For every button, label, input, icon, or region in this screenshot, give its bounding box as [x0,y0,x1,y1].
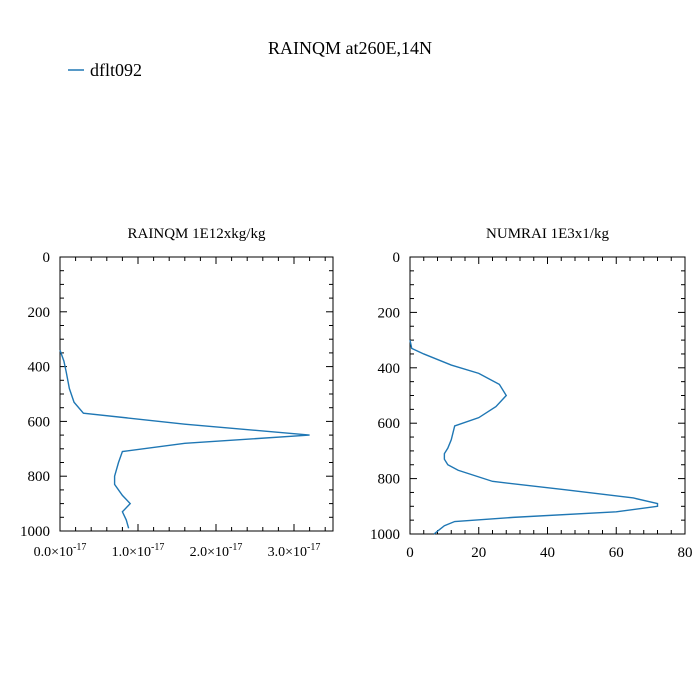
x-tick-exponent: -17 [73,542,86,553]
figure-title: RAINQM at260E,14N [268,38,432,58]
plot-frame [409,256,686,535]
series-line [409,339,659,535]
x-tick-exponent: -17 [151,542,164,553]
x-tick-label: 40 [540,545,555,561]
x-tick-exponent: -17 [307,542,320,553]
x-tick-label: 2.0×10-17 [190,542,243,560]
x-tick-mantissa: 1.0×10 [112,545,151,560]
y-tick-label: 400 [378,361,401,377]
y-tick-label: 200 [28,305,51,321]
legend-label: dflt092 [90,60,142,80]
y-tick-label: 600 [378,416,401,432]
y-tick-label: 200 [378,305,401,321]
x-tick-label: 3.0×10-17 [268,542,321,560]
panel-title: NUMRAI 1E3x1/kg [486,226,609,242]
y-tick-label: 400 [28,360,51,376]
x-tick-exponent: -17 [229,542,242,553]
x-tick-label: 1.0×10-17 [112,542,165,560]
x-tick-label: 60 [609,545,624,561]
x-tick-mantissa: 3.0×10 [268,545,307,560]
y-tick-label: 1000 [370,527,400,543]
x-tick-mantissa: 2.0×10 [190,545,229,560]
plot-frame [59,256,334,532]
panel-title: RAINQM 1E12xkg/kg [128,226,266,242]
x-tick-label: 20 [471,545,486,561]
y-tick-label: 0 [43,250,51,266]
x-tick-label: 0 [406,545,414,561]
y-tick-label: 1000 [20,524,50,540]
y-tick-label: 600 [28,414,51,430]
x-tick-label: 80 [678,545,693,561]
panel-numrai: NUMRAI 1E3x1/kg 0 200 400 600 800 1000 0 20 40 60 8… [370,226,693,561]
y-tick-label: 800 [378,472,401,488]
x-tick-label: 0.0×10-17 [34,542,87,560]
series-line [59,349,310,529]
x-tick-mantissa: 0.0×10 [34,545,73,560]
legend: dflt092 [68,60,142,80]
y-tick-label: 0 [393,250,401,266]
panel-rainqm: RAINQM 1E12xkg/kg 0 200 400 600 800 1000 0.0×10… [20,226,334,560]
y-tick-label: 800 [28,469,51,485]
